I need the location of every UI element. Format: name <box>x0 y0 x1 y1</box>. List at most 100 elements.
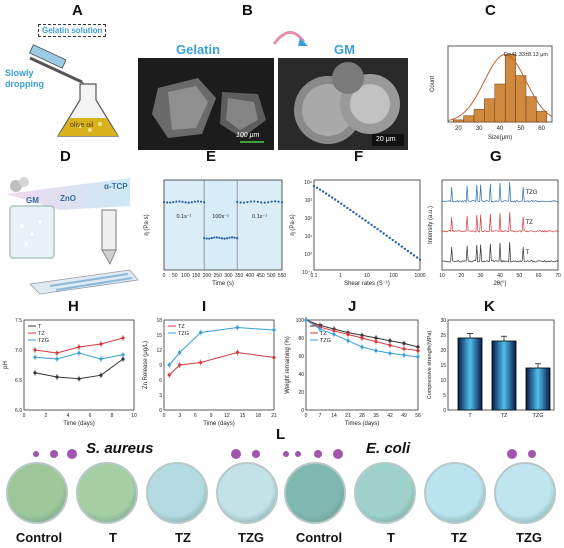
chart-e-point <box>200 201 202 203</box>
chart-e-point <box>277 201 279 203</box>
label-zno: ZnO <box>60 194 76 203</box>
chart-f-point <box>395 241 397 243</box>
sem-image-gelatin: 100 μm <box>138 58 274 150</box>
chart-e-xtick: 400 <box>246 273 255 279</box>
chart-f-point <box>334 198 336 200</box>
chart-j-point <box>416 355 419 358</box>
chart-i-point <box>178 351 181 354</box>
chart-g-xtick: 70 <box>555 273 561 279</box>
chart-j-legend-label: TZG <box>320 338 331 344</box>
chart-j-point <box>402 347 405 350</box>
purple-dot-row <box>0 444 564 464</box>
chart-g-xrd: TZGTZT10 20 30 40 50 60 702θ(°)Intensity (a.u.… <box>426 166 562 296</box>
chart-k-xtick: TZ <box>501 413 508 419</box>
chart-c-xtick: 50 <box>517 126 524 132</box>
chart-f-point <box>343 205 345 207</box>
chart-f-point <box>337 200 339 202</box>
chart-h-ytick: 6.5 <box>15 378 22 384</box>
petri-dish <box>6 462 68 524</box>
chart-e-xtick: 50 <box>172 273 178 279</box>
chart-f-point <box>404 248 406 250</box>
chart-i-xtick: 21 <box>271 413 277 419</box>
chart-i-ytick: 6 <box>159 378 162 384</box>
chart-j-weight: TTZTZG0 7 14 21 28 35 42 49 56020406080100Times … <box>282 312 424 432</box>
chart-f-point <box>319 188 321 190</box>
chart-f-xtick: 100 <box>389 273 398 279</box>
chart-e-point <box>281 201 283 203</box>
label-gm: GM <box>26 196 39 205</box>
chart-e-point <box>163 201 165 203</box>
chart-c-xtick: 30 <box>476 126 483 132</box>
chart-g-xtick: 30 <box>478 273 484 279</box>
chart-k-xtick: TZG <box>533 413 544 419</box>
plate-label-t-sa: T <box>78 530 148 545</box>
chart-i-xtick: 18 <box>256 413 262 419</box>
chart-f-point <box>331 196 333 198</box>
chart-e-xtick: 500 <box>267 273 276 279</box>
chart-j-point <box>388 339 391 342</box>
chart-j-xtick: 7 <box>319 413 322 419</box>
chart-f-point <box>352 211 354 213</box>
petri-dish <box>494 462 556 524</box>
sem-image-gm: 20 μm <box>278 58 408 150</box>
chart-j-xtick: 56 <box>415 413 421 419</box>
chart-i-xtick: 15 <box>240 413 246 419</box>
chart-j-point <box>402 354 405 357</box>
chart-j-point <box>318 327 321 330</box>
chart-i-legend-label: TZG <box>178 331 189 337</box>
scale-bar-100: 100 μm <box>236 132 259 139</box>
chart-j-xlabel: Times (days) <box>345 421 379 427</box>
chart-k-ytick: 10 <box>440 378 446 384</box>
chart-e-point <box>246 201 248 203</box>
panel-d: GM ZnO α-TCP <box>0 166 140 296</box>
chart-e-point <box>178 200 180 202</box>
chart-f-xlabel: Shear rates (S⁻¹) <box>344 281 390 287</box>
label-tcp: α-TCP <box>104 182 128 191</box>
chart-g-xtick: 50 <box>517 273 523 279</box>
chart-i-zn: TZTZG0 3 6 9 12 15 18 210369121518Time (days)Zn… <box>140 312 280 432</box>
chart-c-xlabel: Size(μm) <box>488 135 512 141</box>
chart-i-xtick: 12 <box>224 413 230 419</box>
chart-f-ylabel: η (Pa·s) <box>290 214 296 235</box>
chart-e-xtick: 300 <box>224 273 233 279</box>
chart-h-point <box>33 356 36 359</box>
chart-f-point <box>416 256 418 258</box>
chart-f-point <box>322 190 324 192</box>
chart-f-xtick: 10 <box>364 273 370 279</box>
chart-k-bar <box>458 338 482 410</box>
chart-e-xlabel: Time (s) <box>212 281 234 287</box>
panel-letter-e: E <box>206 148 216 165</box>
chart-g-series-tzg <box>442 182 558 202</box>
chart-e-point <box>208 237 210 239</box>
chart-e-ylabel: η (Pa·s) <box>144 214 150 235</box>
chart-e-point <box>166 201 168 203</box>
chart-e-point <box>211 237 213 239</box>
chart-c-bar <box>505 54 515 122</box>
chart-f-point <box>349 209 351 211</box>
gelatin-title: Gelatin <box>176 42 220 57</box>
chart-e-point <box>175 200 177 202</box>
purple-dot <box>231 449 241 459</box>
chart-g-ylabel: Intensity (a.u.) <box>428 206 434 244</box>
purple-dot <box>50 450 58 458</box>
chart-h-point <box>77 345 80 348</box>
chart-j-point <box>416 349 419 352</box>
chart-j-xtick: 14 <box>331 413 337 419</box>
chart-e-region-1 <box>164 180 204 270</box>
chart-h-point <box>55 351 58 354</box>
chart-i-ytick: 15 <box>156 333 162 339</box>
chart-i-ytick: 0 <box>159 408 162 414</box>
chart-f-point <box>316 187 318 189</box>
chart-e-point <box>240 201 242 203</box>
chart-i-ytick: 9 <box>159 363 162 369</box>
chart-e-point <box>218 237 220 239</box>
chart-k-ytick: 15 <box>440 363 446 369</box>
chart-h-point <box>99 342 102 345</box>
chart-j-xtick: 21 <box>345 413 351 419</box>
purple-dot <box>33 451 39 457</box>
panel-a: Gelatin solution Slowly dropping olive o… <box>0 18 140 148</box>
chart-f-point <box>361 217 363 219</box>
chart-f-xtick: 1000 <box>414 273 425 279</box>
chart-h-xtick: 6 <box>89 413 92 419</box>
chart-h-point <box>77 351 80 354</box>
